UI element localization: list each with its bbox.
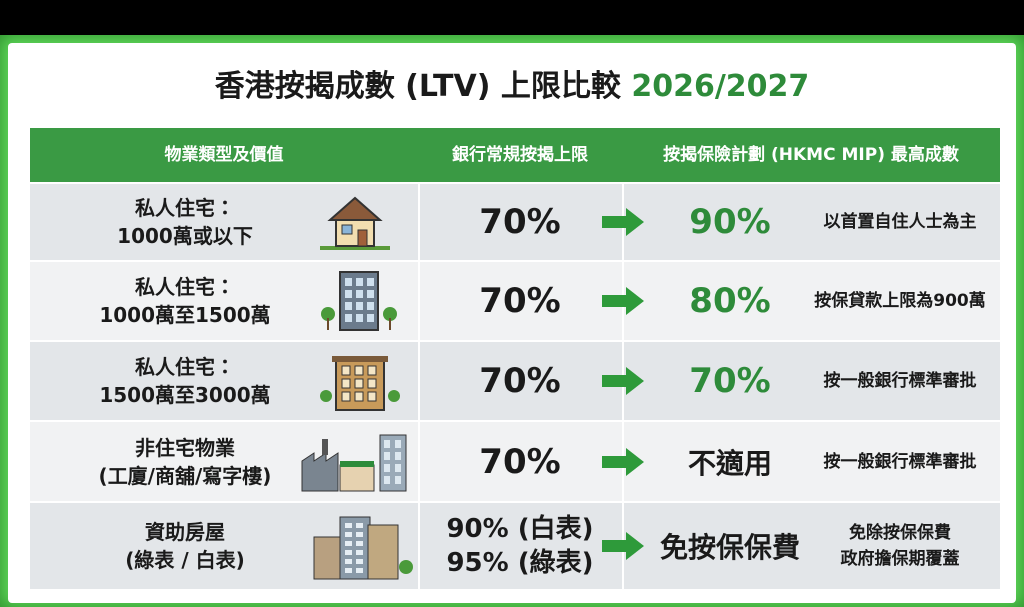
table-row: 私人住宅： 1000萬至1500萬 70% 80% 按保貸款上限為900萬	[30, 260, 1000, 340]
title: 香港按揭成數 (LTV) 上限比較 2026/2027	[8, 61, 1016, 105]
property-text: 1000萬或以下	[117, 224, 253, 248]
tower-icon	[321, 271, 397, 331]
icon	[301, 434, 430, 497]
title-text: 香港按揭成數 (LTV) 上限比較	[214, 69, 621, 104]
mip-text: 90%	[689, 202, 771, 242]
bank-cell: 70%	[420, 422, 620, 501]
note-cell: 按一般銀行標準審批	[800, 342, 1000, 420]
mip-text: 免按保保費	[660, 531, 801, 564]
bank-text: 95% (綠表)	[446, 548, 594, 578]
mansion-icon	[320, 356, 400, 411]
property-cell: 私人住宅： 1000萬或以下	[70, 184, 300, 260]
property-text: (工廈/商舖/寫字樓)	[98, 463, 272, 488]
property-text: (綠表 / 白表)	[125, 548, 245, 572]
cell-border	[418, 262, 420, 340]
note-text: 按一般銀行標準審批	[823, 371, 977, 391]
property-cell: 資助房屋 (綠表 / 白表)	[70, 503, 300, 589]
table-header: 物業類型及價值 銀行常規按揭上限 按揭保險計劃 (HKMC MIP) 最高成數	[30, 128, 1000, 182]
property-cell: 私人住宅： 1500萬至3000萬	[70, 342, 300, 420]
mip-text: 80%	[689, 281, 771, 321]
bank-text: 70%	[479, 281, 561, 321]
bank-cell: 90% (白表) 95% (綠表)	[420, 503, 620, 589]
bank-text: 70%	[479, 361, 561, 401]
arrow-icon	[602, 532, 644, 560]
house-icon	[320, 196, 390, 250]
property-cell: 私人住宅： 1000萬至1500萬	[70, 262, 300, 340]
note-text: 免除按保保費	[849, 523, 951, 543]
bank-cell: 70%	[420, 184, 620, 260]
cell-border	[418, 422, 420, 501]
note-cell: 按保貸款上限為900萬	[800, 262, 1000, 340]
icon	[313, 516, 430, 585]
frame: 香港按揭成數 (LTV) 上限比較 2026/2027 物業類型及價值 銀行常規…	[0, 35, 1024, 607]
bank-text: 70%	[479, 441, 561, 482]
table-row: 資助房屋 (綠表 / 白表) 90% (白表) 95% (綠表) 免按保保費 免除按保保費…	[30, 501, 1000, 589]
icon	[320, 196, 390, 256]
bank-text: 90% (白表)	[446, 514, 594, 544]
arrow	[602, 367, 646, 399]
property-text: 私人住宅：	[135, 355, 235, 379]
icon	[320, 271, 400, 336]
arrow-icon	[602, 287, 644, 315]
note-text: 按保貸款上限為900萬	[814, 291, 986, 311]
property-text: 資助房屋	[145, 520, 225, 544]
table-row: 私人住宅： 1500萬至3000萬 70% 70% 按一般銀行標準審批	[30, 340, 1000, 420]
property-text: 1500萬至3000萬	[99, 383, 271, 407]
table: 物業類型及價值 銀行常規按揭上限 按揭保險計劃 (HKMC MIP) 最高成數 …	[30, 128, 1000, 589]
bank-cell: 70%	[420, 342, 620, 420]
property-text: 私人住宅：	[135, 196, 235, 220]
arrow	[602, 208, 646, 240]
arrow-icon	[602, 208, 644, 236]
property-text: 1000萬至1500萬	[99, 303, 271, 327]
note-cell: 以首置自住人士為主	[800, 184, 1000, 260]
note-text: 按一般銀行標準審批	[823, 451, 977, 472]
arrow	[602, 447, 646, 480]
table-row: 非住宅物業 (工廈/商舖/寫字樓) 70% 不適用 按一般銀行標準審批	[30, 420, 1000, 501]
property-text: 私人住宅：	[135, 275, 235, 299]
column-header: 銀行常規按揭上限	[452, 145, 588, 165]
note-cell: 免除按保保費 政府擔保期覆蓋	[800, 503, 1000, 589]
mip-text: 不適用	[687, 446, 772, 480]
title-year: 2026/2027	[631, 69, 810, 104]
note-text: 以首置自住人士為主	[823, 212, 977, 232]
property-text: 非住宅物業	[135, 435, 235, 460]
note-text: 政府擔保期覆蓋	[840, 549, 960, 569]
arrow-icon	[602, 367, 644, 395]
mip-text: 70%	[689, 361, 771, 401]
column-header: 物業類型及價值	[164, 145, 284, 165]
arrow	[602, 287, 646, 319]
arrow	[602, 532, 646, 564]
commercial-icon	[301, 434, 407, 491]
note-cell: 按一般銀行標準審批	[800, 422, 1000, 501]
property-cell: 非住宅物業 (工廈/商舖/寫字樓)	[70, 422, 300, 501]
estate-icon	[313, 516, 413, 580]
table-body: 私人住宅： 1000萬或以下 70% 90% 以首置自住人士為主 私人住宅： 1000萬至1…	[30, 182, 1000, 589]
cell-border	[418, 184, 420, 260]
table-row: 私人住宅： 1000萬或以下 70% 90% 以首置自住人士為主	[30, 182, 1000, 260]
card: 香港按揭成數 (LTV) 上限比較 2026/2027 物業類型及價值 銀行常規…	[8, 43, 1016, 603]
cell-border	[418, 342, 420, 420]
column-header: 按揭保險計劃 (HKMC MIP) 最高成數	[663, 145, 959, 165]
cell-border	[418, 503, 420, 589]
bank-text: 70%	[479, 202, 561, 242]
bank-cell: 70%	[420, 262, 620, 340]
arrow-icon	[602, 447, 644, 476]
icon	[320, 356, 400, 416]
